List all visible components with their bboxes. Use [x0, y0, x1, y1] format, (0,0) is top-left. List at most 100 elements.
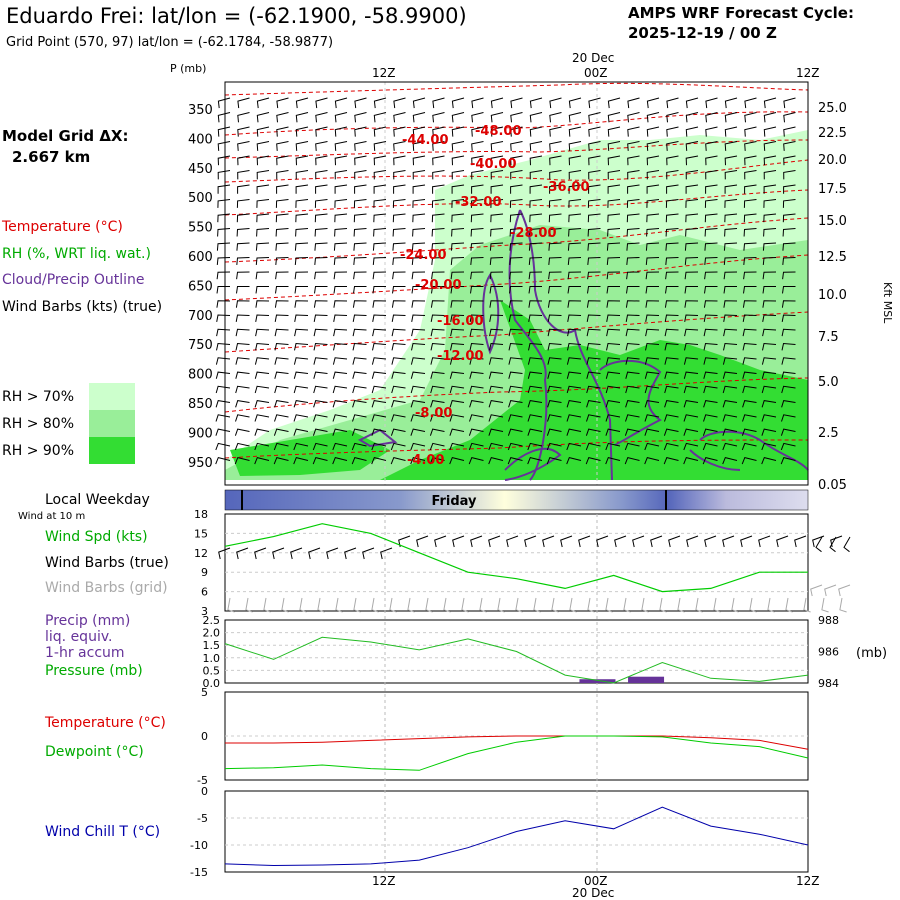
xs-wind-barb	[606, 300, 621, 308]
xs-wind-barb	[646, 141, 660, 151]
x-tick-bottom-12z-b: 12Z	[796, 874, 820, 888]
xs-wind-barb	[744, 97, 757, 109]
xs-wind-barb	[217, 141, 231, 151]
y-tick-label: 3	[201, 605, 208, 618]
xs-wind-barb	[703, 385, 718, 394]
xs-wind-barb	[527, 428, 543, 436]
xs-wind-barb	[546, 442, 562, 451]
xs-wind-barb	[666, 112, 679, 123]
xs-wind-barb	[605, 371, 621, 379]
xs-wind-barb	[471, 112, 484, 123]
height-tick-label: 5.0	[818, 375, 839, 390]
y-tick-label: -10	[190, 839, 208, 852]
xs-wind-barb	[663, 428, 679, 436]
xs-wind-barb	[705, 155, 718, 166]
xs-wind-barb	[664, 314, 679, 322]
xs-wind-barb	[783, 141, 796, 151]
xs-wind-barb	[644, 385, 660, 394]
xs-wind-barb	[568, 213, 582, 223]
xs-wind-barb	[762, 300, 777, 308]
xs-wind-barb	[471, 141, 484, 151]
y-tick-label: 15	[194, 527, 208, 540]
xs-wind-barb	[547, 314, 562, 322]
xs-wind-barb	[644, 400, 660, 408]
xs-wind-barb	[606, 328, 621, 337]
wind-panel-frame	[224, 513, 809, 612]
xs-wind-barb	[763, 97, 777, 109]
xs-wind-barb	[644, 428, 660, 436]
xs-wind-barb	[412, 199, 426, 208]
xs-wind-barb	[684, 286, 698, 294]
xs-wind-barb	[606, 286, 620, 294]
xs-wind-barb	[507, 428, 523, 436]
xs-wind-barb	[646, 184, 660, 194]
xs-wind-barb	[314, 286, 328, 294]
xs-wind-barb	[333, 314, 348, 322]
xs-wind-barb	[723, 328, 738, 337]
xs-wind-barb	[274, 400, 289, 408]
xs-wind-barb	[548, 271, 562, 280]
xs-wind-barb	[684, 314, 699, 322]
precip-bar	[628, 676, 665, 683]
xs-wind-barb	[490, 213, 504, 223]
xs-wind-barb	[763, 199, 777, 208]
y-tick-label: -5	[197, 774, 208, 787]
xs-wind-barb	[588, 170, 601, 180]
xs-wind-barb	[665, 242, 679, 251]
chill-panel-gridlines	[225, 817, 808, 846]
x-tick-bottom-00z: 00Z	[584, 874, 608, 888]
grid-wind-barb	[389, 597, 397, 613]
xs-wind-barb	[235, 314, 250, 322]
xs-wind-barb	[333, 242, 348, 251]
height-tick-label: 25.0	[818, 101, 847, 116]
xs-wind-barb	[683, 457, 699, 465]
xs-wind-barb	[644, 414, 660, 422]
xs-wind-barb	[781, 385, 796, 394]
xs-wind-barb	[761, 357, 777, 365]
xs-wind-barb	[646, 213, 660, 223]
xs-wind-barb	[724, 155, 738, 166]
xs-wind-barb	[315, 170, 328, 180]
xs-wind-barb	[724, 126, 738, 137]
xs-wind-barb	[685, 170, 699, 180]
xs-wind-barb	[586, 385, 601, 394]
xs-wind-barb	[488, 428, 504, 436]
xs-wind-barb	[236, 286, 250, 294]
xs-wind-barb	[352, 300, 367, 308]
xs-wind-barb	[763, 141, 777, 151]
xs-wind-barb	[783, 170, 796, 180]
xs-wind-barb	[333, 286, 347, 294]
xs-wind-barb	[782, 242, 796, 251]
xs-wind-barb	[665, 213, 679, 223]
xs-wind-barb	[275, 271, 289, 280]
xs-wind-barb	[295, 97, 309, 109]
xs-wind-barb	[783, 97, 796, 109]
xs-wind-barb	[549, 112, 562, 123]
xs-wind-barb	[256, 112, 270, 123]
xs-wind-barb	[703, 400, 718, 408]
precip-panel-gridlines	[225, 632, 808, 671]
cloud-outline-3	[599, 359, 662, 446]
xs-wind-barb	[488, 371, 504, 379]
xs-wind-barb	[723, 314, 738, 322]
xs-wind-barb	[702, 442, 718, 451]
xs-wind-barb	[411, 314, 426, 322]
xs-wind-barb	[762, 257, 777, 265]
y-tick-label: 0.5	[203, 664, 221, 677]
xs-wind-barb	[391, 414, 406, 422]
xs-wind-barb	[606, 342, 621, 351]
xs-wind-barb	[763, 112, 777, 123]
cloud-outline-5	[357, 428, 398, 448]
isotherm-label-24: -24.00	[400, 248, 447, 263]
xs-wind-barb	[588, 126, 601, 137]
xs-wind-barb	[470, 286, 484, 294]
legend-temperature: Temperature (°C)	[1, 219, 123, 235]
xs-wind-barb	[393, 141, 406, 151]
xs-wind-barb	[783, 155, 796, 166]
xs-wind-barb	[489, 286, 503, 294]
xs-wind-barb	[393, 126, 406, 137]
xs-wind-barb	[566, 357, 582, 365]
xs-wind-barb	[566, 400, 582, 408]
xs-wind-barb	[215, 371, 231, 379]
xs-wind-barb	[547, 342, 562, 351]
